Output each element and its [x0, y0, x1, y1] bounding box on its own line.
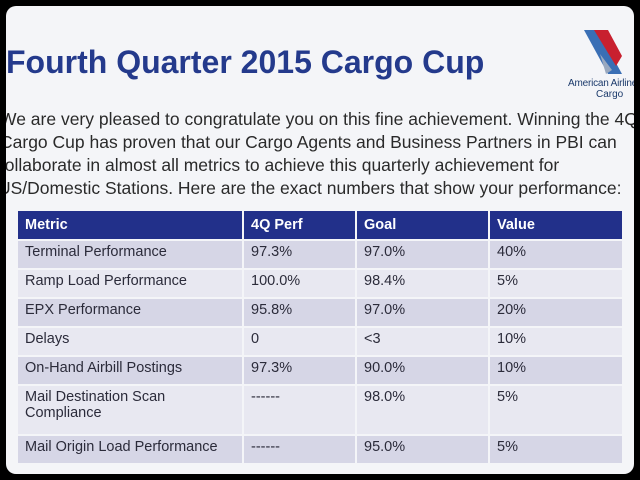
table-header-row: Metric 4Q Perf Goal Value [16, 209, 624, 241]
table-row: Mail Origin Load Performance ------ 95.0… [16, 434, 624, 465]
value-cell: 5% [488, 384, 624, 436]
table-row: Terminal Performance 97.3% 97.0% 40% [16, 239, 624, 270]
logo-text-airline: American Airlines [568, 78, 634, 89]
perf-cell: 97.3% [242, 355, 357, 386]
value-cell: 5% [488, 434, 624, 465]
metric-cell: Delays [16, 326, 244, 357]
goal-cell: 98.4% [355, 268, 490, 299]
value-cell: 10% [488, 355, 624, 386]
metric-cell: Mail Destination Scan Compliance [16, 384, 244, 436]
perf-cell: 100.0% [242, 268, 357, 299]
table-row: On-Hand Airbill Postings 97.3% 90.0% 10% [16, 355, 624, 386]
perf-cell: ------ [242, 384, 357, 436]
paragraph-line: We are very pleased to congratulate you … [6, 109, 634, 129]
intro-paragraph: We are very pleased to congratulate you … [6, 108, 634, 200]
column-header-goal: Goal [355, 209, 490, 241]
metric-cell: Mail Origin Load Performance [16, 434, 244, 465]
metric-cell: On-Hand Airbill Postings [16, 355, 244, 386]
value-cell: 40% [488, 239, 624, 270]
table-row: EPX Performance 95.8% 97.0% 20% [16, 297, 624, 328]
goal-cell: <3 [355, 326, 490, 357]
page-title: Fourth Quarter 2015 Cargo Cup [6, 44, 485, 80]
table-row: Mail Destination Scan Compliance ------ … [16, 384, 624, 436]
perf-cell: ------ [242, 434, 357, 465]
flight-symbol-icon [584, 30, 622, 74]
goal-cell: 97.0% [355, 297, 490, 328]
goal-cell: 90.0% [355, 355, 490, 386]
paragraph-line: collaborate in almost all metrics to ach… [6, 155, 560, 175]
value-cell: 20% [488, 297, 624, 328]
paragraph-line: Cargo Cup has proven that our Cargo Agen… [6, 132, 617, 152]
performance-table: Metric 4Q Perf Goal Value Terminal Perfo… [16, 209, 624, 465]
slide: Fourth Quarter 2015 Cargo Cup American A… [6, 6, 634, 474]
column-header-4q-perf: 4Q Perf [242, 209, 357, 241]
perf-cell: 0 [242, 326, 357, 357]
metric-cell: EPX Performance [16, 297, 244, 328]
metric-cell: Terminal Performance [16, 239, 244, 270]
perf-cell: 95.8% [242, 297, 357, 328]
paragraph-line: US/Domestic Stations. Here are the exact… [6, 178, 622, 198]
metric-cell: Ramp Load Performance [16, 268, 244, 299]
value-cell: 10% [488, 326, 624, 357]
goal-cell: 97.0% [355, 239, 490, 270]
table-row: Delays 0 <3 10% [16, 326, 624, 357]
american-airlines-cargo-logo: American Airlines Cargo [566, 26, 634, 106]
column-header-value: Value [488, 209, 624, 241]
value-cell: 5% [488, 268, 624, 299]
table-row: Ramp Load Performance 100.0% 98.4% 5% [16, 268, 624, 299]
goal-cell: 98.0% [355, 384, 490, 436]
goal-cell: 95.0% [355, 434, 490, 465]
column-header-metric: Metric [16, 209, 244, 241]
logo-text-cargo: Cargo [596, 89, 624, 100]
perf-cell: 97.3% [242, 239, 357, 270]
